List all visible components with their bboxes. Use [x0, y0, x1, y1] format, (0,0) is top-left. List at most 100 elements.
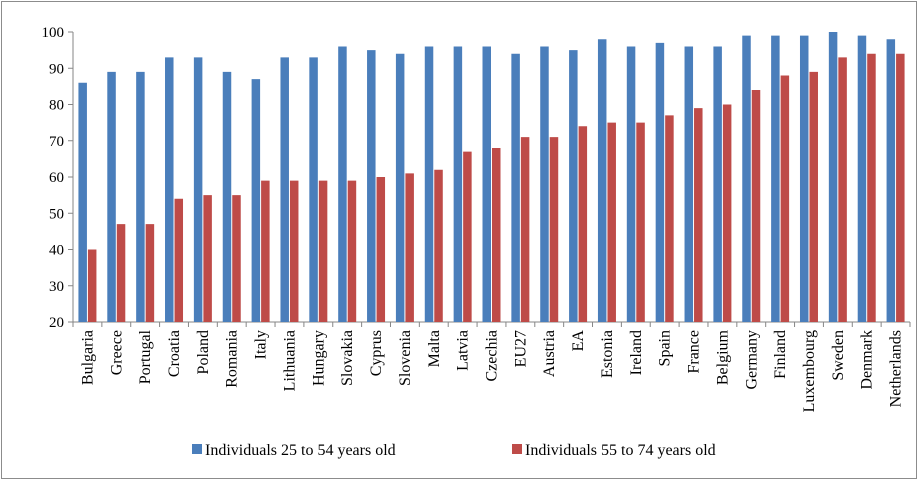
- bar-55-74-latvia: [463, 151, 472, 322]
- bar-25-54-hungary: [309, 57, 318, 322]
- bar-55-74-ea: [578, 126, 588, 322]
- bar-25-54-eu27: [511, 53, 520, 322]
- bar-55-74-ireland: [636, 122, 645, 322]
- bar-25-54-greece: [107, 71, 116, 322]
- x-tick-label: Latvia: [455, 330, 472, 371]
- x-tick-label: Belgium: [714, 329, 731, 385]
- bar-55-74-cyprus: [376, 177, 386, 322]
- legend-label: Individuals 25 to 54 years old: [205, 442, 396, 459]
- bar-55-74-luxembourg: [809, 71, 818, 322]
- bar-25-54-france: [684, 46, 694, 322]
- bar-55-74-czechia: [492, 148, 501, 322]
- bar-55-74-hungary: [318, 180, 328, 322]
- bar-55-74-lithuania: [289, 180, 299, 322]
- bar-25-54-estonia: [597, 39, 607, 322]
- bar-55-74-austria: [549, 137, 559, 322]
- y-tick-label: 60: [49, 170, 64, 186]
- bar-55-74-portugal: [145, 224, 155, 322]
- bar-55-74-denmark: [867, 53, 876, 322]
- bar-55-74-greece: [116, 224, 126, 322]
- x-tick-label: EA: [570, 330, 587, 352]
- bar-55-74-italy: [261, 180, 270, 322]
- legend-swatch: [512, 444, 522, 454]
- x-tick-label: EU27: [512, 330, 529, 367]
- bar-25-54-italy: [251, 79, 261, 322]
- bar-25-54-bulgaria: [78, 82, 87, 322]
- bar-25-54-sweden: [828, 32, 838, 322]
- bar-25-54-latvia: [453, 46, 463, 322]
- x-tick-label: Portugal: [137, 329, 154, 384]
- bar-55-74-finland: [780, 75, 790, 322]
- bar-55-74-slovenia: [405, 173, 414, 322]
- x-tick-label: Lithuania: [281, 330, 298, 391]
- y-tick-label: 90: [49, 61, 64, 77]
- x-tick-label: Luxembourg: [801, 330, 818, 412]
- y-tick-label: 40: [49, 243, 64, 259]
- bar-55-74-netherlands: [896, 53, 905, 322]
- x-tick-label: Malta: [426, 330, 443, 367]
- bar-25-54-croatia: [165, 57, 174, 322]
- bar-25-54-czechia: [482, 46, 491, 322]
- bar-55-74-slovakia: [347, 180, 357, 322]
- bar-25-54-luxembourg: [799, 35, 809, 322]
- bar-55-74-romania: [232, 195, 241, 322]
- x-tick-label: Bulgaria: [79, 330, 96, 385]
- bar-55-74-germany: [751, 90, 761, 322]
- x-tick-label: Slovenia: [397, 330, 414, 386]
- bar-25-54-romania: [222, 71, 232, 322]
- x-tick-label: Denmark: [859, 330, 876, 390]
- bar-55-74-malta: [434, 169, 443, 322]
- x-tick-label: Estonia: [599, 330, 616, 378]
- x-tick-label: Germany: [743, 330, 760, 390]
- x-tick-label: Slovakia: [339, 330, 356, 386]
- x-tick-label: Poland: [195, 330, 212, 374]
- bar-25-54-ireland: [626, 46, 636, 322]
- bar-55-74-bulgaria: [87, 249, 97, 322]
- bar-25-54-cyprus: [367, 50, 376, 322]
- bar-25-54-belgium: [713, 46, 722, 322]
- y-tick-label: 80: [49, 98, 64, 114]
- bar-55-74-belgium: [722, 104, 732, 322]
- y-tick-label: 20: [49, 315, 64, 331]
- bar-25-54-poland: [193, 57, 203, 322]
- x-tick-label: Netherlands: [888, 330, 905, 407]
- x-tick-label: Romania: [224, 330, 241, 388]
- bar-25-54-slovakia: [338, 46, 347, 322]
- bar-55-74-croatia: [174, 198, 184, 322]
- y-tick-label: 30: [49, 279, 64, 295]
- legend-label: Individuals 55 to 74 years old: [525, 442, 716, 459]
- x-tick-label: Spain: [657, 330, 674, 366]
- bar-25-54-portugal: [136, 71, 145, 322]
- bar-25-54-ea: [569, 50, 578, 322]
- bar-55-74-estonia: [607, 122, 616, 322]
- x-tick-label: Ireland: [628, 330, 645, 375]
- y-tick-label: 50: [49, 206, 64, 222]
- y-tick-label: 70: [49, 134, 64, 150]
- bar-55-74-poland: [203, 195, 212, 322]
- bar-25-54-spain: [655, 42, 665, 322]
- bar-25-54-netherlands: [886, 39, 896, 322]
- bar-55-74-sweden: [838, 57, 847, 322]
- bar-25-54-denmark: [857, 35, 867, 322]
- x-tick-label: Cyprus: [368, 330, 385, 376]
- bar-25-54-lithuania: [280, 57, 289, 322]
- x-tick-label: France: [686, 330, 703, 374]
- x-tick-label: Croatia: [166, 330, 183, 377]
- bar-25-54-austria: [540, 46, 549, 322]
- bar-25-54-finland: [771, 35, 780, 322]
- x-tick-label: Czechia: [484, 330, 501, 382]
- y-tick-label: 100: [42, 25, 65, 41]
- x-tick-label: Austria: [541, 330, 558, 377]
- x-tick-label: Hungary: [310, 330, 327, 386]
- bar-55-74-eu27: [520, 137, 530, 322]
- x-tick-label: Finland: [772, 330, 789, 379]
- bar-25-54-slovenia: [395, 53, 405, 322]
- legend-swatch: [192, 444, 202, 454]
- x-tick-label: Greece: [108, 330, 125, 375]
- bar-55-74-france: [694, 108, 703, 322]
- x-tick-label: Italy: [253, 330, 270, 359]
- bar-25-54-germany: [742, 35, 751, 322]
- bar-25-54-malta: [424, 46, 434, 322]
